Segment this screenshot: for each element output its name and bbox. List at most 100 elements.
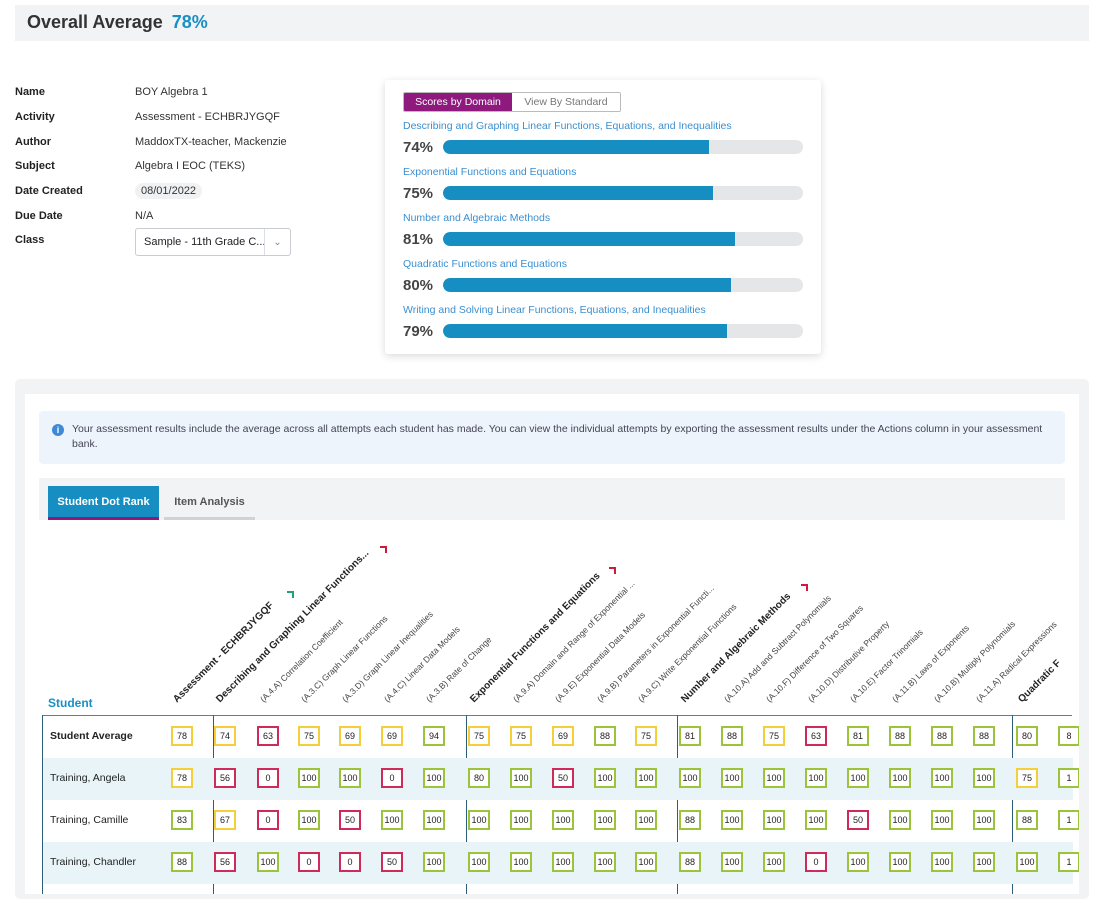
score-cell[interactable]: 100 xyxy=(552,810,574,830)
score-cell[interactable]: 100 xyxy=(847,768,869,788)
student-name[interactable]: Student Average xyxy=(50,730,133,742)
score-cell[interactable]: 100 xyxy=(594,852,616,872)
score-cell[interactable]: 100 xyxy=(510,768,532,788)
score-cell[interactable]: 78 xyxy=(171,768,193,788)
score-cell[interactable]: 100 xyxy=(847,852,869,872)
score-cell[interactable]: 100 xyxy=(635,810,657,830)
score-cell[interactable]: 88 xyxy=(931,726,953,746)
score-cell[interactable]: 8 xyxy=(1058,726,1079,746)
score-cell[interactable]: 0 xyxy=(805,852,827,872)
class-select[interactable]: Sample - 11th Grade C... ⌄ xyxy=(135,228,291,256)
column-header[interactable]: (A.10.B) Multiply Polynomials xyxy=(931,618,1018,704)
score-cell[interactable]: 75 xyxy=(298,726,320,746)
domain-name[interactable]: Number and Algebraic Methods xyxy=(403,212,551,224)
score-cell[interactable]: 88 xyxy=(889,726,911,746)
score-cell[interactable]: 100 xyxy=(721,852,743,872)
score-cell[interactable]: 100 xyxy=(721,768,743,788)
score-cell[interactable]: 94 xyxy=(423,726,445,746)
score-cell[interactable]: 74 xyxy=(214,726,236,746)
score-cell[interactable]: 88 xyxy=(973,726,995,746)
score-cell[interactable]: 88 xyxy=(721,726,743,746)
score-cell[interactable]: 88 xyxy=(679,852,701,872)
column-header[interactable]: Describing and Graphing Linear Functions… xyxy=(214,547,372,705)
score-cell[interactable]: 100 xyxy=(973,810,995,830)
score-cell[interactable]: 0 xyxy=(257,768,279,788)
student-name[interactable]: Training, Angela xyxy=(50,772,126,784)
score-cell[interactable]: 56 xyxy=(214,852,236,872)
score-cell[interactable]: 100 xyxy=(763,852,785,872)
score-cell[interactable]: 100 xyxy=(763,810,785,830)
score-cell[interactable]: 50 xyxy=(381,852,403,872)
score-cell[interactable]: 100 xyxy=(594,810,616,830)
score-cell[interactable]: 1 xyxy=(1058,768,1079,788)
score-cell[interactable]: 80 xyxy=(1016,726,1038,746)
score-cell[interactable]: 100 xyxy=(381,810,403,830)
score-cell[interactable]: 100 xyxy=(257,852,279,872)
score-cell[interactable]: 100 xyxy=(931,852,953,872)
tab-student-dot-rank[interactable]: Student Dot Rank xyxy=(48,486,159,520)
tab-item-analysis[interactable]: Item Analysis xyxy=(164,486,255,520)
score-cell[interactable]: 100 xyxy=(298,768,320,788)
column-header[interactable]: (A.11.B) Laws of Exponents xyxy=(889,622,972,704)
score-cell[interactable]: 88 xyxy=(171,852,193,872)
score-cell[interactable]: 83 xyxy=(171,810,193,830)
score-cell[interactable]: 100 xyxy=(423,768,445,788)
score-cell[interactable]: 75 xyxy=(763,726,785,746)
score-cell[interactable]: 1 xyxy=(1058,852,1079,872)
score-cell[interactable]: 100 xyxy=(635,768,657,788)
score-cell[interactable]: 81 xyxy=(847,726,869,746)
score-cell[interactable]: 63 xyxy=(805,726,827,746)
domain-name[interactable]: Quadratic Functions and Equations xyxy=(403,258,568,270)
score-cell[interactable]: 56 xyxy=(214,768,236,788)
domain-name[interactable]: Exponential Functions and Equations xyxy=(403,166,577,178)
scores-by-domain-toggle[interactable]: Scores by Domain xyxy=(404,93,512,111)
score-cell[interactable]: 67 xyxy=(214,810,236,830)
score-cell[interactable]: 50 xyxy=(339,810,361,830)
score-cell[interactable]: 88 xyxy=(679,810,701,830)
score-cell[interactable]: 100 xyxy=(510,810,532,830)
column-header[interactable]: (A.11.A) Radical Expressions xyxy=(973,619,1059,704)
score-cell[interactable]: 100 xyxy=(931,810,953,830)
score-cell[interactable]: 100 xyxy=(679,768,701,788)
domain-name[interactable]: Describing and Graphing Linear Functions… xyxy=(403,120,732,132)
score-cell[interactable]: 78 xyxy=(171,726,193,746)
score-cell[interactable]: 69 xyxy=(339,726,361,746)
score-cell[interactable]: 100 xyxy=(805,768,827,788)
score-cell[interactable]: 100 xyxy=(721,810,743,830)
score-cell[interactable]: 50 xyxy=(552,768,574,788)
student-name[interactable]: Training, Chandler xyxy=(50,856,136,868)
score-cell[interactable]: 100 xyxy=(931,768,953,788)
score-cell[interactable]: 100 xyxy=(423,810,445,830)
score-cell[interactable]: 100 xyxy=(339,768,361,788)
column-header[interactable]: Quadratic F xyxy=(1016,657,1064,705)
column-header[interactable]: (A.3.C) Graph Linear Functions xyxy=(298,613,390,704)
score-cell[interactable]: 100 xyxy=(1016,852,1038,872)
score-cell[interactable]: 0 xyxy=(257,810,279,830)
column-header[interactable]: (A.10.D) Distributive Property xyxy=(805,618,892,704)
score-cell[interactable]: 88 xyxy=(594,726,616,746)
score-cell[interactable]: 75 xyxy=(635,726,657,746)
score-cell[interactable]: 75 xyxy=(510,726,532,746)
column-header[interactable]: (A.10.E) Factor Trinomials xyxy=(847,627,925,704)
score-cell[interactable]: 63 xyxy=(257,726,279,746)
score-cell[interactable]: 100 xyxy=(594,768,616,788)
score-cell[interactable]: 100 xyxy=(552,852,574,872)
score-cell[interactable]: 100 xyxy=(510,852,532,872)
score-cell[interactable]: 100 xyxy=(468,852,490,872)
view-by-standard-toggle[interactable]: View By Standard xyxy=(512,93,620,111)
score-cell[interactable]: 50 xyxy=(847,810,869,830)
score-cell[interactable]: 0 xyxy=(339,852,361,872)
score-cell[interactable]: 100 xyxy=(805,810,827,830)
score-cell[interactable]: 69 xyxy=(381,726,403,746)
student-name[interactable]: Training, Camille xyxy=(50,814,129,826)
score-cell[interactable]: 75 xyxy=(1016,768,1038,788)
score-cell[interactable]: 69 xyxy=(552,726,574,746)
score-cell[interactable]: 1 xyxy=(1058,810,1079,830)
column-header[interactable]: (A.4.C) Linear Data Models xyxy=(381,624,462,704)
score-cell[interactable]: 100 xyxy=(973,768,995,788)
score-cell[interactable]: 0 xyxy=(381,768,403,788)
score-cell[interactable]: 100 xyxy=(973,852,995,872)
score-cell[interactable]: 81 xyxy=(679,726,701,746)
score-cell[interactable]: 75 xyxy=(468,726,490,746)
score-cell[interactable]: 100 xyxy=(468,810,490,830)
